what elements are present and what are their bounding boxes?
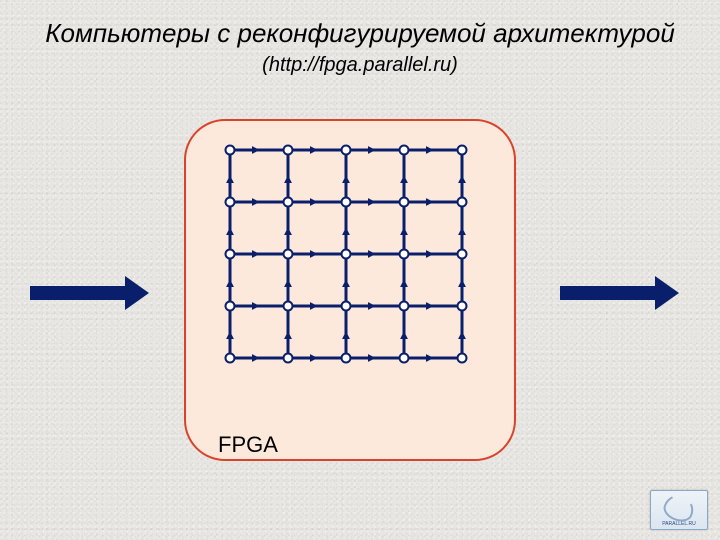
grid-node bbox=[400, 198, 409, 207]
grid-node bbox=[284, 302, 293, 311]
page-title: Компьютеры с реконфигурируемой архитекту… bbox=[0, 18, 720, 49]
grid-node bbox=[342, 198, 351, 207]
fpga-label: FPGA bbox=[218, 432, 278, 457]
grid-node bbox=[226, 302, 235, 311]
grid-node bbox=[400, 302, 409, 311]
grid-node bbox=[342, 302, 351, 311]
grid-node bbox=[342, 146, 351, 155]
grid-node bbox=[226, 198, 235, 207]
diagram-svg: FPGA bbox=[0, 100, 720, 500]
fpga-box bbox=[185, 120, 515, 460]
grid-node bbox=[342, 354, 351, 363]
grid-node bbox=[284, 250, 293, 259]
grid-node bbox=[400, 354, 409, 363]
grid-node bbox=[458, 198, 467, 207]
grid-node bbox=[458, 302, 467, 311]
grid-node bbox=[284, 198, 293, 207]
grid-node bbox=[400, 250, 409, 259]
fpga-diagram: FPGA bbox=[0, 100, 720, 500]
grid-node bbox=[284, 354, 293, 363]
grid-node bbox=[342, 250, 351, 259]
logo-text: PARALLEL.RU bbox=[651, 521, 707, 527]
parallel-ru-logo: PARALLEL.RU bbox=[650, 490, 708, 530]
grid-node bbox=[226, 146, 235, 155]
grid-node bbox=[458, 146, 467, 155]
grid-node bbox=[458, 250, 467, 259]
page-subtitle: (http://fpga.parallel.ru) bbox=[0, 54, 720, 77]
grid-node bbox=[400, 146, 409, 155]
grid-node bbox=[284, 146, 293, 155]
flow-arrow bbox=[560, 276, 679, 310]
grid-node bbox=[458, 354, 467, 363]
flow-arrow bbox=[30, 276, 149, 310]
grid-node bbox=[226, 354, 235, 363]
grid-node bbox=[226, 250, 235, 259]
